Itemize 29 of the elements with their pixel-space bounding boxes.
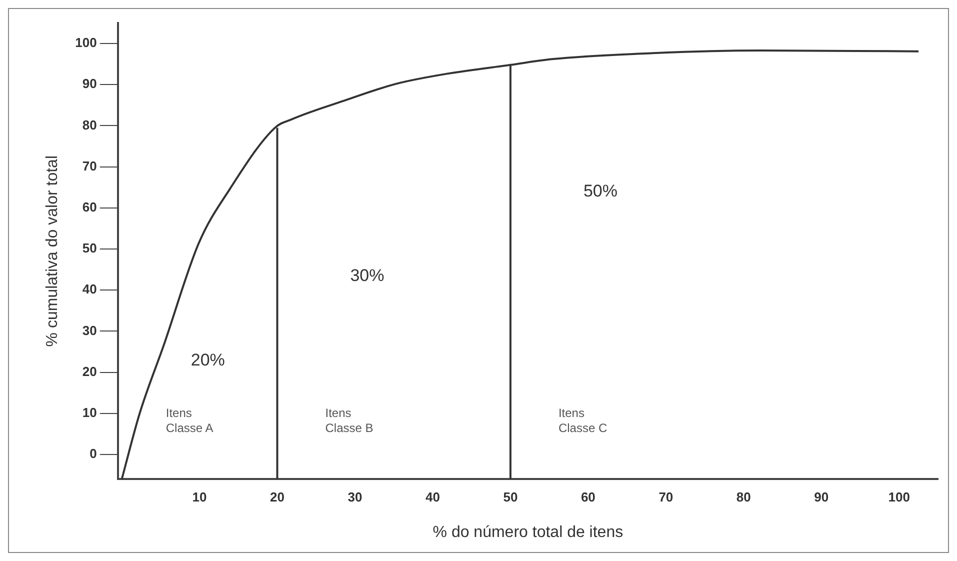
x-axis-title: % do número total de itens [432,524,624,541]
y-tick-label: 30 [82,322,97,338]
y-tick-label: 80 [82,117,97,132]
annotation: 50% [583,181,618,200]
y-tick-label: 0 [90,446,97,462]
x-tick-label: 10 [192,490,207,505]
y-axis-title: % cumulativa do valor total [44,156,62,347]
x-tick-label: 100 [888,490,910,505]
annotation: 30% [350,266,384,285]
x-tick-label: 20 [270,490,284,505]
x-tick-label: 70 [658,490,674,505]
y-tick-label: 100 [75,35,97,50]
annotation: Itens Classe C [558,406,608,436]
annotation: Itens Classe A [166,406,214,436]
y-tick-label: 10 [82,405,97,420]
y-tick-label: 90 [82,76,97,92]
x-tick-label: 40 [425,490,440,505]
x-tick-label: 30 [348,490,362,505]
x-tick-label: 80 [736,490,751,505]
y-tick-label: 70 [82,158,97,174]
x-tick-label: 60 [580,490,596,505]
annotation: 20% [190,350,225,370]
y-tick-label: 20 [82,364,97,379]
y-tick-label: 40 [82,282,97,297]
annotation: Itens Classe B [325,406,374,436]
x-tick-label: 90 [814,490,829,505]
y-tick-label: 50 [82,240,97,256]
y-tick-label: 60 [82,200,97,215]
x-tick-label: 50 [503,490,518,505]
